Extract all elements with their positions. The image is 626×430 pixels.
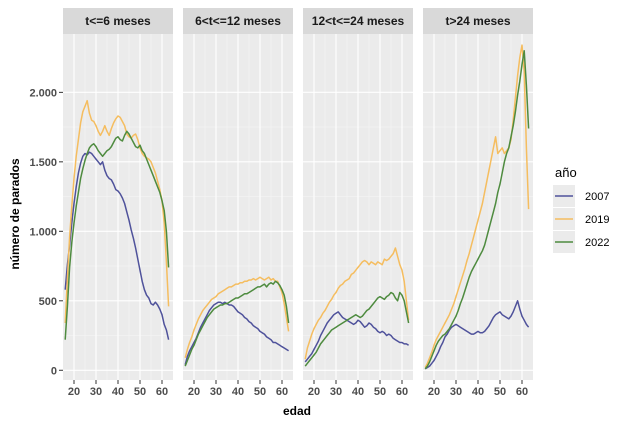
series-line-2022 (424, 49, 530, 370)
x-tick-label: 60 (156, 386, 168, 398)
x-tick-label: 20 (428, 386, 440, 398)
y-tick-label: 1.000 (29, 226, 57, 238)
facet-panel: t<=6 meses 20 30 40 50 60 (63, 8, 173, 398)
x-tick-label: 20 (308, 386, 320, 398)
series-line-2022 (64, 130, 170, 340)
x-tick-label: 40 (112, 386, 124, 398)
x-axis-title: edad (283, 404, 311, 418)
legend: año 2007 2019 2022 (553, 165, 609, 253)
x-tick-label: 50 (494, 386, 506, 398)
series-line-2019 (64, 99, 170, 324)
x-tick-label: 50 (374, 386, 386, 398)
x-tick-label: 60 (276, 386, 288, 398)
x-tick-label: 20 (68, 386, 80, 398)
x-tick-label: 30 (210, 386, 222, 398)
y-tick-label: 2.000 (29, 87, 57, 99)
x-tick-label: 60 (516, 386, 528, 398)
y-axis: 0 500 1.000 1.500 2.000 (29, 87, 63, 377)
series-line-2007 (424, 300, 530, 370)
series-line-2007 (304, 311, 410, 363)
facet-strip (63, 8, 173, 34)
facet-strip-label: t<=6 meses (85, 14, 151, 28)
x-tick-label: 50 (134, 386, 146, 398)
facet-strip (423, 8, 533, 34)
x-tick-label: 60 (396, 386, 408, 398)
x-tick-label: 40 (232, 386, 244, 398)
series-line-2022 (304, 291, 410, 367)
facet-strip-label: t>24 meses (445, 14, 510, 28)
facet-panel: t>24 meses 20 30 40 50 60 (423, 8, 533, 398)
y-tick-label: 1.500 (29, 157, 57, 169)
legend-label: 2007 (585, 191, 609, 203)
series-line-2019 (304, 247, 410, 360)
legend-label: 2019 (585, 214, 609, 226)
y-axis-title: número de parados (8, 158, 22, 270)
panels: t<=6 meses 20 30 40 50 60 6<t<=12 meses 20 30 40 5… (63, 8, 533, 398)
y-tick-label: 0 (51, 365, 57, 377)
legend-title: año (555, 165, 577, 180)
x-tick-label: 30 (330, 386, 342, 398)
x-tick-label: 30 (90, 386, 102, 398)
facet-strip (183, 8, 293, 34)
facet-strip-label: 12<t<=24 meses (312, 14, 405, 28)
facet-strip (303, 8, 413, 34)
series-line-2007 (184, 301, 290, 365)
x-tick-label: 30 (450, 386, 462, 398)
x-tick-label: 40 (352, 386, 364, 398)
y-tick-label: 500 (39, 296, 57, 308)
series-line-2022 (184, 280, 290, 367)
x-tick-label: 40 (472, 386, 484, 398)
x-tick-label: 50 (254, 386, 266, 398)
facet-panel: 6<t<=12 meses 20 30 40 50 60 (183, 8, 293, 398)
x-tick-label: 20 (188, 386, 200, 398)
facet-strip-label: 6<t<=12 meses (195, 14, 281, 28)
series-line-2007 (64, 151, 170, 340)
series-line-2019 (184, 276, 290, 358)
legend-label: 2022 (585, 237, 609, 249)
facet-panel: 12<t<=24 meses 20 30 40 50 60 (303, 8, 413, 398)
